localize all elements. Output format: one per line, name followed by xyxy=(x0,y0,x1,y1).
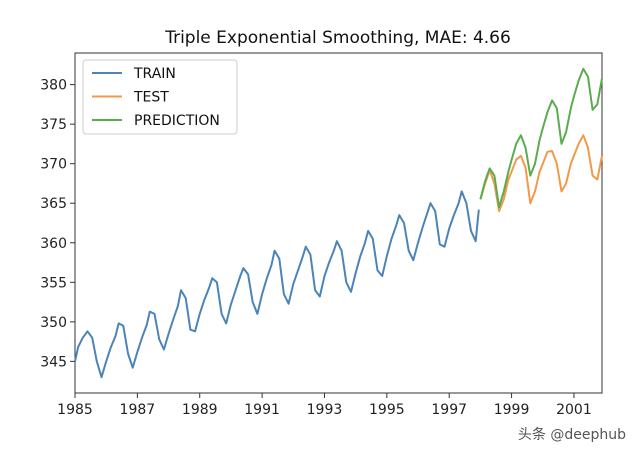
x-tick-label: 1985 xyxy=(57,402,93,418)
legend-box xyxy=(82,59,238,135)
x-tick-label: 1991 xyxy=(244,402,280,418)
y-tick-label: 345 xyxy=(40,354,67,370)
y-tick-label: 380 xyxy=(40,78,67,94)
x-tick-label: 1987 xyxy=(120,402,156,418)
y-tick-label: 370 xyxy=(40,157,67,173)
y-axis: 345 350 355 360 365 370 375 380 xyxy=(40,78,75,370)
legend-label-prediction: PREDICTION xyxy=(134,113,220,129)
x-tick-label: 1989 xyxy=(182,402,218,418)
x-tick-label: 1995 xyxy=(369,402,405,418)
series-line-train xyxy=(74,190,480,379)
x-tick-label: 2001 xyxy=(556,402,592,418)
x-tick-label: 1997 xyxy=(431,402,467,418)
chart-title: Triple Exponential Smoothing, MAE: 4.66 xyxy=(164,28,511,48)
y-tick-label: 355 xyxy=(40,275,67,291)
series-line-test xyxy=(479,134,603,213)
watermark: 头条 @deephub xyxy=(517,427,626,443)
legend-label-test: TEST xyxy=(133,90,169,106)
y-tick-label: 375 xyxy=(40,117,67,133)
y-tick-label: 360 xyxy=(40,236,67,252)
x-tick-label: 1993 xyxy=(307,402,343,418)
y-tick-label: 365 xyxy=(40,196,67,212)
legend-label-train: TRAIN xyxy=(133,66,176,82)
x-tick-label: 1999 xyxy=(494,402,530,418)
legend: TRAIN TEST PREDICTION xyxy=(82,59,238,135)
x-axis: 1985 1987 1989 1991 1993 1995 1997 1999 2001 xyxy=(57,393,592,418)
series-lines xyxy=(74,67,603,379)
series-line-prediction xyxy=(479,67,603,209)
y-tick-label: 350 xyxy=(40,315,67,331)
plot-area xyxy=(74,52,603,394)
